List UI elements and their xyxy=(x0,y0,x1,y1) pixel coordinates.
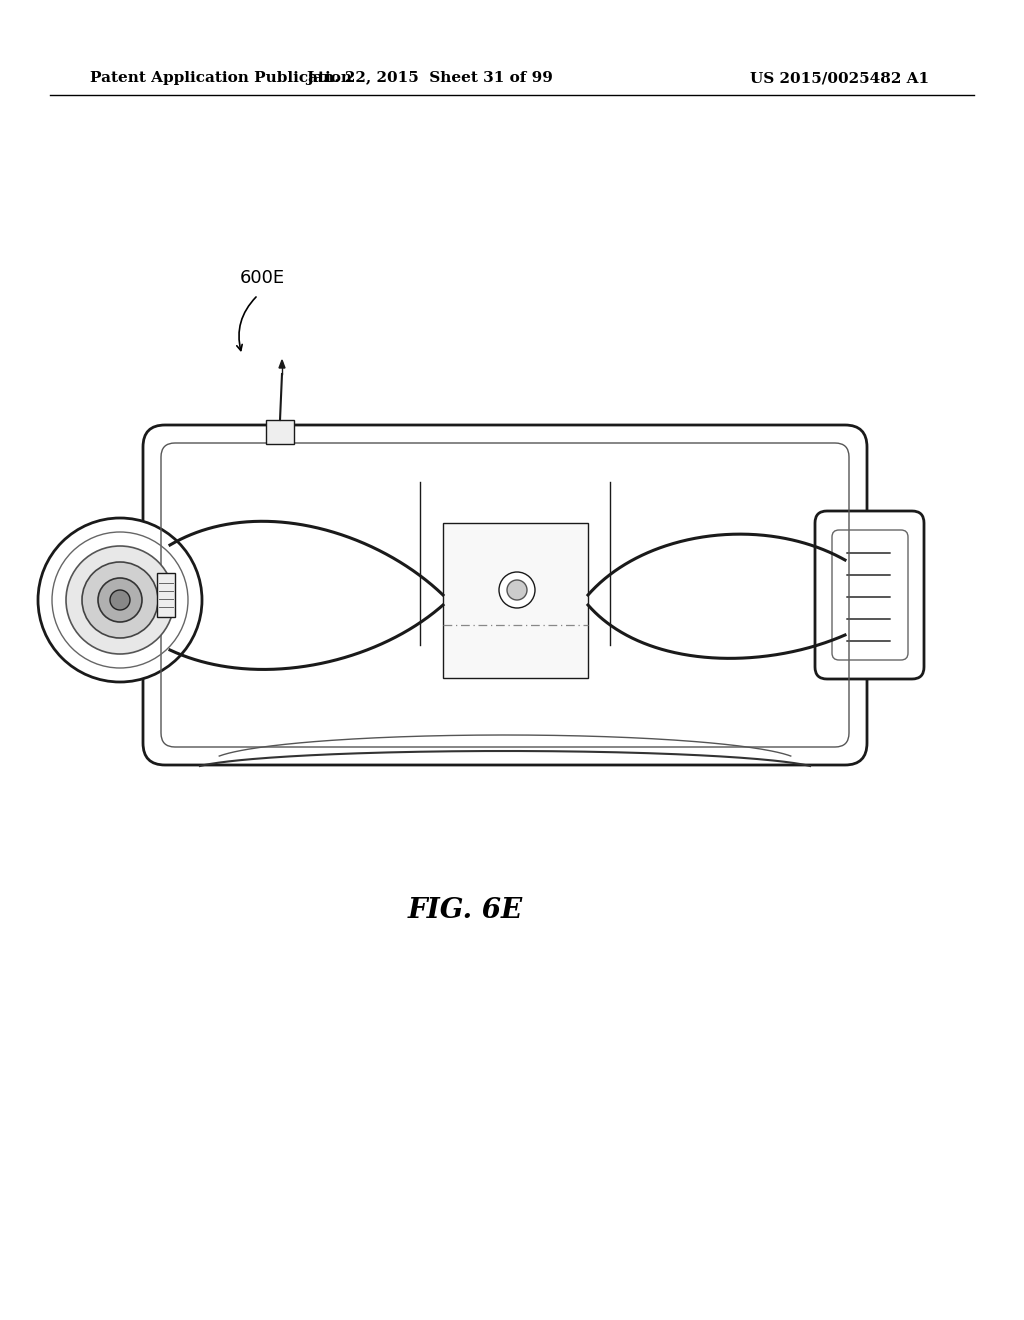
FancyBboxPatch shape xyxy=(143,425,867,766)
Bar xyxy=(443,523,588,678)
Circle shape xyxy=(38,517,202,682)
Text: FIG. 6E: FIG. 6E xyxy=(408,896,522,924)
Text: Jan. 22, 2015  Sheet 31 of 99: Jan. 22, 2015 Sheet 31 of 99 xyxy=(306,71,553,84)
Bar xyxy=(157,573,175,616)
Text: 600E: 600E xyxy=(240,269,285,286)
Circle shape xyxy=(110,590,130,610)
Circle shape xyxy=(98,578,142,622)
Text: US 2015/0025482 A1: US 2015/0025482 A1 xyxy=(750,71,929,84)
Circle shape xyxy=(82,562,158,638)
FancyBboxPatch shape xyxy=(815,511,924,678)
Circle shape xyxy=(499,572,535,609)
Circle shape xyxy=(507,579,527,601)
Bar xyxy=(266,420,294,444)
Polygon shape xyxy=(279,360,285,368)
Text: Patent Application Publication: Patent Application Publication xyxy=(90,71,352,84)
Circle shape xyxy=(66,546,174,653)
